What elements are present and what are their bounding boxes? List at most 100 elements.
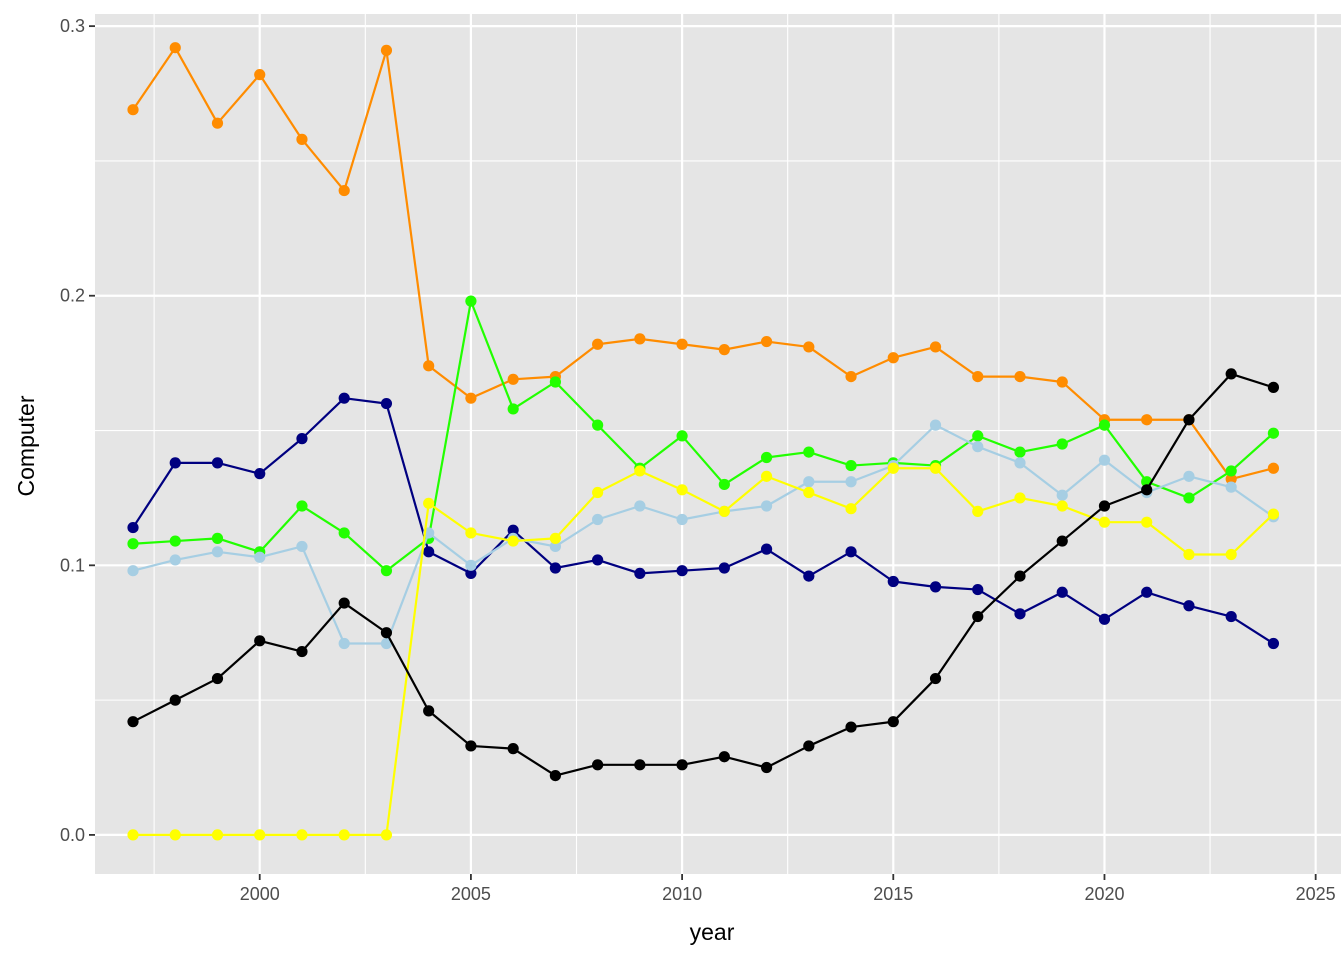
data-point [718,751,730,763]
data-point [760,500,773,512]
data-point [676,759,688,771]
data-point [127,565,139,577]
series-line [132,300,1275,572]
data-point [676,565,688,577]
data-point [1098,454,1111,466]
data-point [1098,613,1111,625]
data-point [1014,371,1026,383]
data-point [465,295,477,307]
data-point [211,546,224,558]
x-tick-label: 2020 [1084,884,1124,904]
data-point [1267,508,1280,520]
data-point [718,562,730,574]
data-point [887,575,899,588]
y-axis-title: Computer [13,395,39,496]
data-point [549,769,561,782]
data-point [465,567,477,580]
series-line [133,467,1275,837]
data-point [1056,535,1068,547]
data-point [254,829,266,841]
data-point [972,505,984,517]
data-point [718,478,730,491]
data-point [1225,481,1237,493]
data-point [1267,427,1280,439]
data-point [507,743,519,755]
data-point [1225,473,1237,485]
data-point [760,470,773,482]
x-axis: 2000 2005 2010 2015 2020 2025 [240,874,1336,904]
series-line [132,397,1275,645]
y-tick-label: 0.1 [60,555,85,575]
data-point [423,497,435,509]
data-point [211,457,224,469]
data-point [845,721,857,733]
data-point [549,540,561,553]
data-point [465,559,477,571]
data-point [296,500,308,512]
data-point [169,535,181,547]
data-point [760,761,773,774]
data-point [592,419,604,431]
data-point [929,419,942,431]
data-point [718,344,730,356]
data-point [718,505,730,517]
data-point [127,104,139,116]
data-point [254,635,266,647]
data-point [1098,419,1111,431]
data-point [1141,484,1153,496]
data-point [803,341,815,353]
data-point [803,570,815,582]
data-point [803,476,815,488]
x-tick-label: 2025 [1296,884,1336,904]
data-point [972,610,984,623]
series-layer [127,42,1280,841]
data-point [211,829,224,841]
data-point [592,554,604,566]
major-gridlines [95,14,1341,874]
x-tick-label: 2010 [662,884,702,904]
data-point [1014,570,1026,582]
data-point [1183,414,1195,426]
data-point [1014,608,1026,620]
data-point [1267,381,1280,393]
data-point [845,503,857,515]
data-point [169,554,181,566]
data-point [127,538,139,550]
x-axis-title: year [690,919,735,945]
data-point [887,716,899,728]
data-point [169,457,181,469]
data-point [845,459,857,472]
data-point [1267,462,1280,474]
data-point [634,759,646,771]
data-point [929,341,942,353]
data-point [549,376,561,388]
data-point [338,829,350,841]
data-point [676,338,688,350]
series-5 [127,462,1280,841]
data-point [803,446,815,458]
series-line [132,46,1274,481]
data-point [423,360,435,372]
data-point [1056,500,1068,512]
data-point [1183,600,1195,612]
data-point [1141,516,1153,528]
data-point [423,546,435,558]
x-tick-label: 2005 [451,884,491,904]
data-point [380,397,393,410]
data-point [465,527,477,539]
data-point [887,462,899,474]
data-point [1098,500,1111,512]
data-point [929,581,942,593]
data-point [211,672,224,685]
data-point [845,371,857,383]
data-point [296,133,308,145]
data-point [592,338,604,350]
data-point [1225,465,1237,477]
data-point [929,462,942,474]
data-point [592,486,604,499]
data-point [634,500,646,512]
data-point [549,532,561,544]
series-line [132,424,1275,645]
data-point [169,42,181,54]
